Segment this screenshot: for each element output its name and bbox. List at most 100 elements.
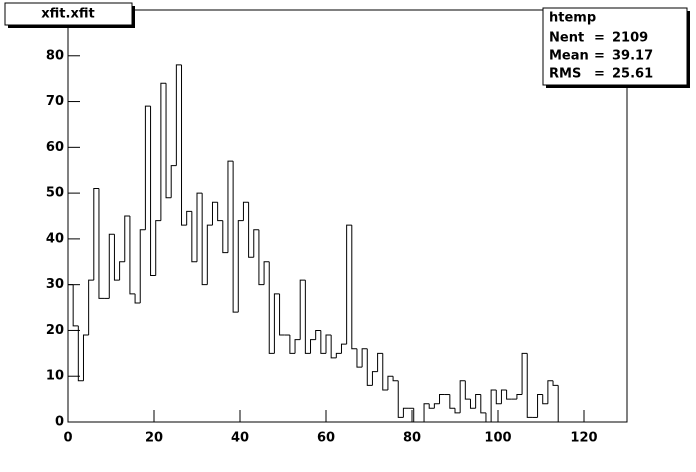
y-tick-label: 80 [46, 48, 64, 63]
histogram-bin [186, 210, 192, 226]
stats-label: Mean [549, 49, 589, 64]
histogram-bin [557, 385, 564, 423]
histogram-bin [371, 371, 378, 386]
histogram-bin [366, 348, 373, 386]
histogram-bin [423, 403, 430, 422]
histogram-bin [124, 215, 130, 262]
histogram-bin [242, 201, 249, 221]
histogram-bin [459, 380, 466, 413]
stats-equals: = [594, 31, 605, 46]
histogram-bin [113, 234, 120, 281]
histogram-bin [119, 261, 125, 281]
stats-label: RMS [549, 67, 581, 82]
y-tick-label: 40 [46, 231, 64, 246]
histogram-bin [129, 216, 136, 295]
histogram-bin [356, 348, 363, 368]
histogram-bin [268, 261, 275, 354]
x-tick-label: 20 [145, 431, 163, 446]
y-tick-label: 20 [46, 323, 64, 338]
histogram-bin [500, 389, 507, 404]
histogram-bin [258, 229, 265, 286]
histogram-bin [506, 389, 512, 400]
histogram-bin [516, 394, 523, 400]
histogram-bin [495, 389, 502, 405]
stats-title: htemp [549, 11, 596, 26]
histogram-bin [294, 339, 301, 354]
histogram-bin [72, 284, 79, 327]
y-tick-label: 30 [46, 277, 64, 292]
y-tick-label: 60 [46, 140, 64, 155]
histogram-bin [310, 339, 316, 354]
histogram-bin [175, 64, 182, 166]
histogram-bin [433, 403, 440, 409]
x-tick-label: 60 [317, 431, 335, 446]
stats-equals: = [594, 67, 605, 82]
stats-value: 25.61 [612, 67, 653, 82]
histogram-bin [144, 105, 151, 230]
x-tick-label: 100 [484, 431, 511, 446]
histogram-bin [217, 202, 223, 222]
frame [67, 9, 628, 423]
histogram-bin [346, 224, 352, 345]
stats-value: 2109 [612, 31, 648, 46]
histogram-bin [439, 394, 445, 404]
histogram-bin [237, 220, 244, 313]
histogram-bin [392, 376, 399, 382]
histogram-bin [480, 394, 486, 414]
histogram-bin [253, 229, 259, 258]
y-tick-label: 70 [46, 94, 64, 109]
histogram-bin [88, 279, 94, 336]
histogram-bin [454, 408, 461, 414]
histogram-bin [490, 389, 497, 422]
histogram-bin [299, 279, 306, 340]
x-tick-label: 120 [570, 431, 597, 446]
histogram-bin [469, 399, 476, 409]
histogram-bin [155, 220, 161, 276]
histogram-bin [93, 188, 99, 281]
histogram-bin [485, 412, 492, 423]
histogram-bin [464, 380, 471, 400]
histogram-bin [67, 284, 74, 422]
histogram-bin [248, 202, 254, 258]
histogram-bin [340, 343, 347, 354]
histogram-bin [475, 394, 481, 409]
histogram-bin [537, 394, 543, 418]
stats-label: Nent [549, 31, 584, 46]
histogram-bin [413, 408, 419, 423]
histogram-bin [361, 348, 368, 368]
histogram-bin [387, 375, 394, 390]
histogram-bin [227, 160, 234, 253]
histogram-bin [547, 380, 554, 404]
histogram-bin [428, 403, 435, 409]
histogram-bin [335, 352, 342, 358]
histogram-bin [320, 330, 326, 354]
histogram-bin [552, 380, 559, 386]
histogram-bin [325, 334, 332, 354]
chart-title: xfit.xfit [41, 7, 94, 22]
stats-value: 39.17 [612, 49, 653, 64]
histogram-bin [108, 233, 115, 299]
histogram-bin [402, 407, 409, 418]
histogram-bin [77, 325, 84, 382]
histogram-bin [263, 261, 270, 285]
histogram-bin [377, 352, 383, 372]
histogram-bin [315, 329, 321, 340]
histogram-bin [170, 165, 177, 198]
x-tick-label: 0 [63, 431, 72, 446]
histogram-bin [273, 293, 280, 354]
histogram-bin [139, 229, 146, 303]
histogram-bin [206, 224, 213, 285]
histogram-bin [196, 192, 203, 262]
histogram-bin [542, 394, 548, 405]
histogram-bin [526, 353, 533, 418]
histogram-bin [521, 352, 528, 395]
stats-box [542, 7, 688, 86]
histogram-bin [191, 211, 197, 263]
histogram-bin [82, 334, 89, 381]
histogram-bin [150, 106, 156, 277]
histogram-bin [449, 394, 455, 409]
x-tick-label: 40 [231, 431, 249, 446]
histogram-bin [134, 293, 141, 304]
y-tick-label: 50 [46, 186, 64, 201]
histogram-bin [382, 353, 388, 391]
